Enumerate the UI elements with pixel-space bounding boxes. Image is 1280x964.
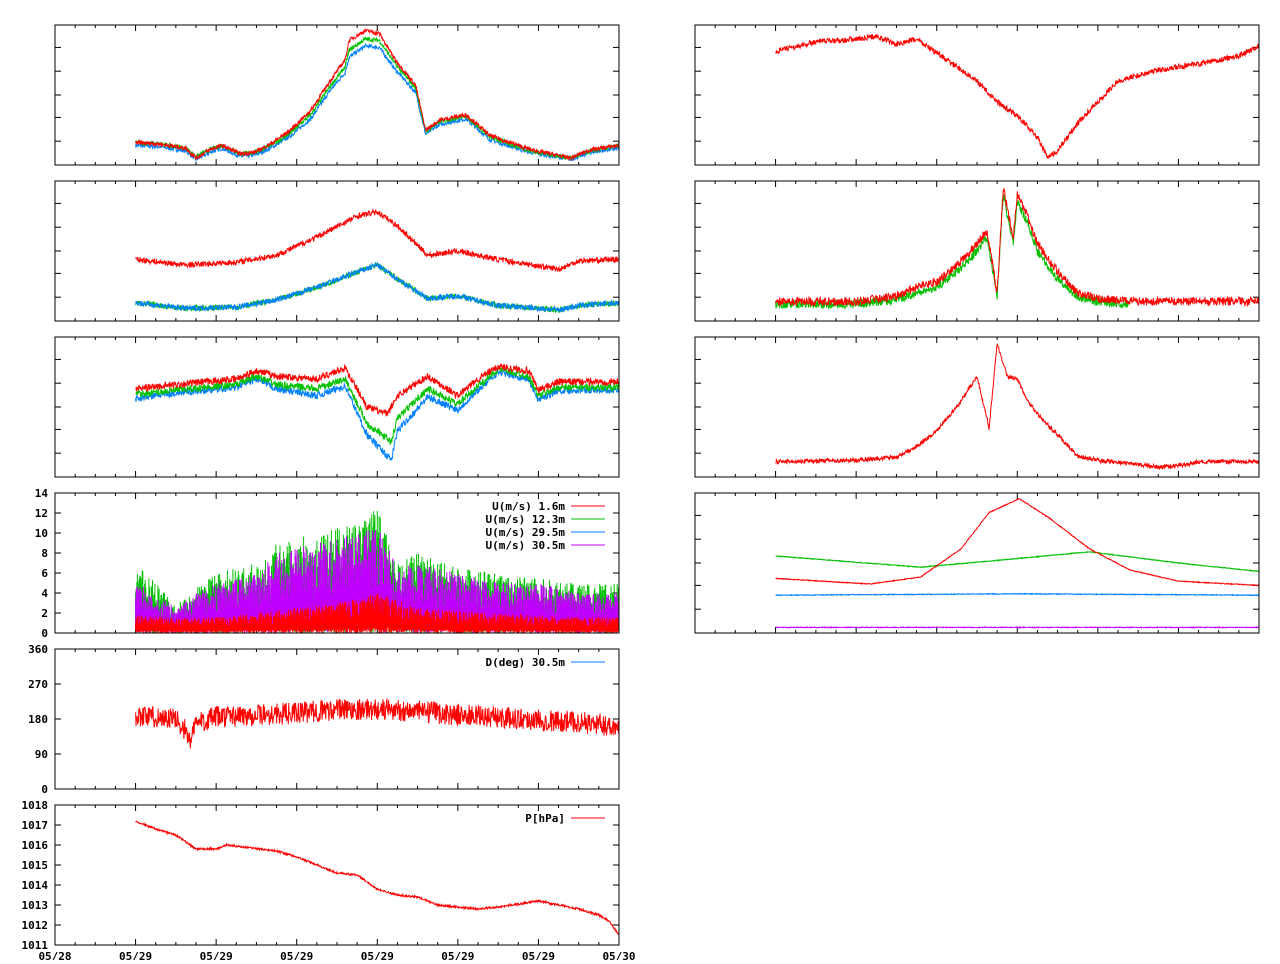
series-group [135,363,619,462]
y-tick-label: 1015 [22,859,49,872]
legend-label: U(m/s) 12.3m [486,513,566,526]
x-tick-label-date: 05/28 [38,950,71,960]
series-group [135,697,619,749]
series-red [135,820,619,935]
legend-label: P[hPa] [525,812,565,825]
y-tick-label: 14 [35,487,49,500]
series-blue [135,261,619,313]
y-tick-label: 4 [41,587,48,600]
series-red [135,593,619,633]
series-group [775,343,1259,470]
panel-right-3 [694,336,1260,478]
plot-frame [54,648,620,790]
series-red [135,28,619,162]
series-red [775,188,1259,308]
plot-frame [54,180,620,322]
x-tick-label-date: 05/30 [602,950,635,960]
y-tick-label: 12 [35,507,48,520]
series-red [775,343,1259,470]
panel-right-4 [694,492,1260,634]
x-tick-label-date: 05/29 [522,950,555,960]
series-group [135,28,619,163]
y-tick-label: 90 [35,748,48,761]
panel-left-6: 1011 1012 1013 1014 1015 1016 1017 1018 P[hPa] 05… [22,799,636,964]
y-tick-label: 1016 [22,839,49,852]
series-group [135,511,619,633]
legend-label: U(m/s) 30.5m [486,539,566,552]
y-tick-label: 1014 [22,879,49,892]
x-tick-label-date: 05/29 [280,950,313,960]
series-red [775,34,1259,159]
series-purple [135,530,619,633]
series-green [135,366,619,446]
series-group [135,820,619,935]
legend-label: U(m/s) 1.6m [492,500,565,513]
plot-frame [54,804,620,946]
series-group [135,208,619,314]
legend-label: D(deg) 30.5m [486,656,566,669]
y-tick-label: 1018 [22,799,49,812]
y-tick-label: 270 [28,678,48,691]
y-tick-label: 8 [41,547,48,560]
x-tick-label-date: 05/29 [361,950,394,960]
panel-left-2 [54,180,620,322]
y-tick-label: 2 [41,607,48,620]
series-red [135,208,619,273]
series-green [135,36,619,161]
series-blue [775,592,1259,597]
series-group [775,188,1259,311]
y-tick-label: 10 [35,527,48,540]
panel-left-1 [54,24,620,166]
x-tick-label-date: 05/29 [200,950,233,960]
series-green [135,261,619,314]
y-tick-label: 360 [28,643,48,656]
y-tick-label: 0 [41,783,48,796]
series-red [135,363,619,417]
series-red [775,497,1259,587]
series-red [135,697,619,749]
series-group [775,497,1259,629]
series-green [775,550,1259,573]
plot-frame [54,336,620,478]
panel-left-5: 0 90 180 270 360 D(deg) 30.5m [28,643,620,796]
series-purple [775,625,1259,629]
y-tick-label: 1013 [22,899,49,912]
plot-frame [54,492,620,634]
plot-frame [694,180,1260,322]
series-blue [135,42,619,163]
series-group [775,34,1259,159]
plot-frame [694,492,1260,634]
y-tick-label: 1012 [22,919,49,932]
x-tick-label-date: 05/29 [441,950,474,960]
panel-right-1 [694,24,1260,166]
y-tick-label: 1017 [22,819,49,832]
y-tick-label: 180 [28,713,48,726]
legend-label: U(m/s) 29.5m [486,526,566,539]
y-tick-label: 6 [41,567,48,580]
panel-left-3 [54,336,620,478]
y-tick-label: 0 [41,627,48,640]
plot-frame [54,24,620,166]
y-tick-label: 1011 [22,939,49,952]
plot-frame [694,24,1260,166]
x-tick-label-date: 05/29 [119,950,152,960]
panel-right-2 [694,180,1260,322]
plot-frame [694,336,1260,478]
